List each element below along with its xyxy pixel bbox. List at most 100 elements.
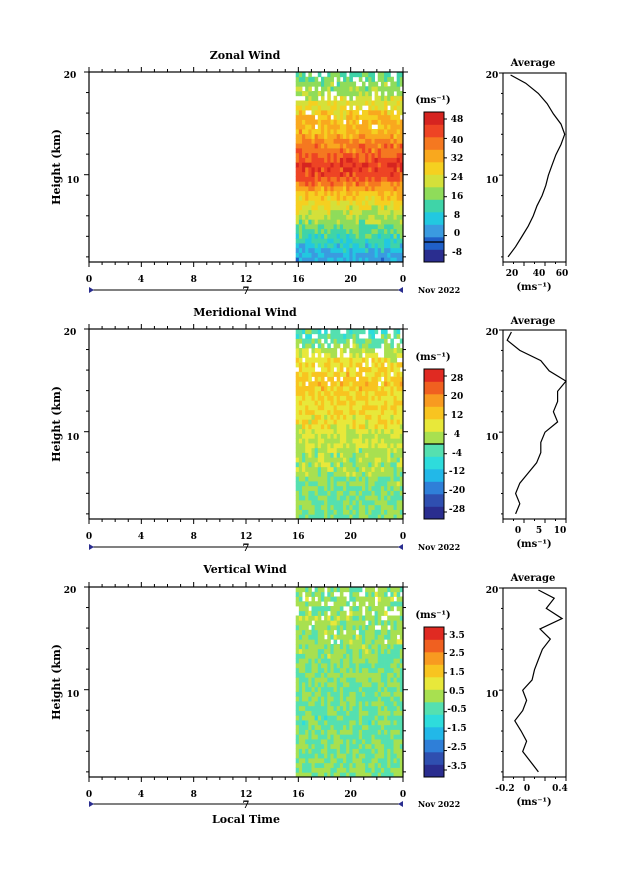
- heatmap-cell: [327, 428, 331, 434]
- heatmap-cell: [346, 476, 350, 482]
- heatmap-cell: [390, 357, 394, 363]
- heatmap-cell: [349, 648, 353, 654]
- heatmap-cell: [317, 644, 322, 650]
- heatmap-cell: [352, 476, 357, 482]
- heatmap-cell: [390, 176, 394, 182]
- heatmap-cell: [339, 400, 344, 406]
- heatmap-cell: [317, 419, 322, 425]
- heatmap-cell: [320, 409, 325, 415]
- heatmap-cell: [320, 247, 325, 253]
- heatmap-cell: [302, 124, 306, 130]
- heatmap-cell: [361, 414, 366, 420]
- heatmap-cell: [380, 214, 385, 220]
- heatmap-cell: [380, 447, 385, 453]
- heatmap-cell: [352, 485, 357, 491]
- heatmap-cell: [305, 105, 309, 111]
- heatmap-cell: [327, 514, 331, 520]
- heatmap-cell: [390, 152, 394, 158]
- heatmap-cell: [368, 466, 372, 472]
- heatmap-cell: [355, 214, 360, 220]
- heatmap-cell: [387, 214, 391, 220]
- heatmap-cell: [349, 710, 353, 716]
- heatmap-cell: [368, 677, 372, 683]
- heatmap-cell: [324, 495, 328, 501]
- heatmap-cell: [324, 729, 328, 735]
- heatmap-cell: [380, 663, 385, 669]
- heatmap-cell: [396, 620, 401, 626]
- heatmap-cell: [393, 729, 398, 735]
- heatmap-cell: [302, 720, 306, 726]
- heatmap-cell: [393, 629, 398, 635]
- heatmap-cell: [298, 724, 303, 730]
- heatmap-cell: [327, 91, 331, 97]
- heatmap-cell: [314, 233, 319, 239]
- heatmap-cell: [393, 386, 398, 392]
- heatmap-cell: [368, 490, 372, 496]
- heatmap-cell: [361, 743, 366, 749]
- heatmap-cell: [298, 247, 303, 253]
- heatmap-cell: [302, 162, 306, 168]
- heatmap-cell: [365, 209, 369, 215]
- heatmap-cell: [346, 390, 350, 396]
- heatmap-cell: [336, 176, 341, 182]
- heatmap-cell: [371, 371, 376, 377]
- heatmap-cell: [390, 481, 394, 487]
- heatmap-cell: [377, 209, 382, 215]
- heatmap-cell: [302, 81, 306, 87]
- heatmap-cell: [377, 86, 382, 92]
- heatmap-cell: [333, 247, 338, 253]
- heatmap-cell: [349, 691, 353, 697]
- heatmap-cell: [336, 696, 341, 702]
- heatmap-cell: [308, 95, 312, 101]
- heatmap-cell: [355, 620, 360, 626]
- heatmap-cell: [399, 371, 404, 377]
- heatmap-cell: [324, 124, 328, 130]
- heatmap-cell: [302, 205, 306, 211]
- heatmap-cell: [390, 414, 394, 420]
- heatmap-cell: [399, 639, 404, 645]
- heatmap-cell: [314, 443, 319, 449]
- heatmap-cell: [327, 495, 331, 501]
- heatmap-cell: [349, 167, 353, 173]
- heatmap-cell: [308, 409, 312, 415]
- heatmap-cell: [311, 81, 316, 87]
- heatmap-cell: [387, 691, 391, 697]
- heatmap-cell: [339, 720, 344, 726]
- heatmap-cell: [295, 348, 300, 354]
- heatmap-cell: [377, 362, 382, 368]
- heatmap-cell: [349, 644, 353, 650]
- heatmap-cell: [320, 105, 325, 111]
- heatmap-cell: [336, 181, 341, 187]
- heatmap-cell: [377, 639, 382, 645]
- merid-cbar-unit: (ms⁻¹): [415, 352, 450, 363]
- heatmap-cell: [355, 720, 360, 726]
- heatmap-cell: [311, 95, 316, 101]
- heatmap-cell: [336, 667, 341, 673]
- heatmap-cell: [333, 610, 338, 616]
- heatmap-cell: [352, 228, 357, 234]
- heatmap-cell: [305, 343, 309, 349]
- heatmap-cell: [377, 343, 382, 349]
- heatmap-cell: [302, 352, 306, 358]
- heatmap-cell: [327, 214, 331, 220]
- heatmap-cell: [324, 400, 328, 406]
- heatmap-cell: [349, 357, 353, 363]
- heatmap-cell: [311, 720, 316, 726]
- heatmap-cell: [311, 677, 316, 683]
- heatmap-cell: [302, 100, 306, 106]
- heatmap-cell: [330, 724, 334, 730]
- heatmap-cell: [365, 457, 369, 463]
- heatmap-cell: [374, 743, 379, 749]
- heatmap-cell: [349, 743, 353, 749]
- heatmap-cell: [365, 409, 369, 415]
- heatmap-cell: [380, 514, 385, 520]
- heatmap-cell: [365, 367, 369, 373]
- heatmap-cell: [343, 110, 347, 116]
- zonal-ytick-20: 20: [64, 71, 77, 81]
- heatmap-cell: [339, 333, 344, 339]
- heatmap-cell: [352, 629, 357, 635]
- heatmap-cell: [308, 243, 312, 249]
- heatmap-cell: [361, 433, 366, 439]
- heatmap-cell: [339, 672, 344, 678]
- heatmap-cell: [387, 424, 391, 430]
